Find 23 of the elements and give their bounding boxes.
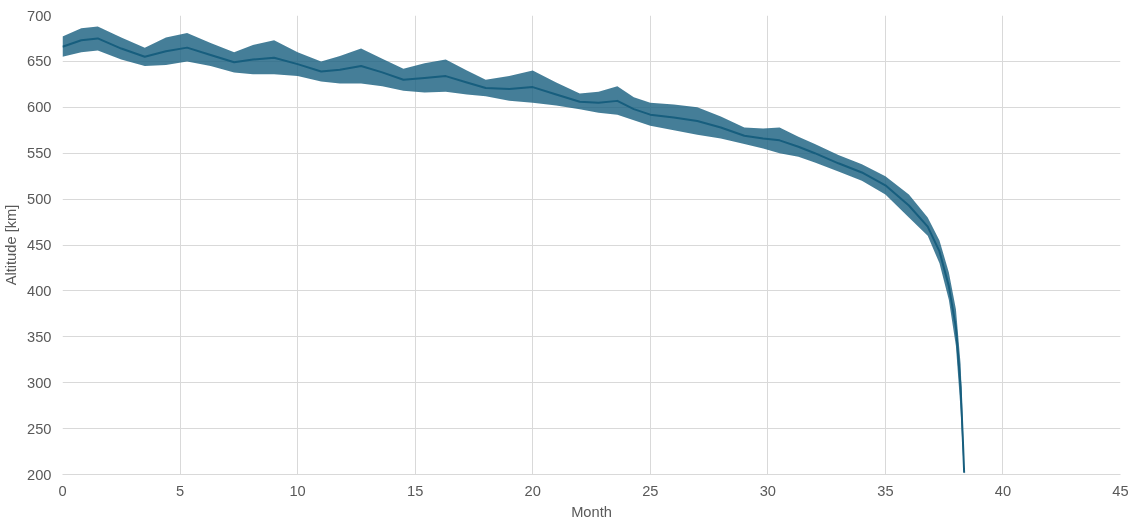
y-tick-label: 350 (27, 328, 52, 345)
x-tick-label: 10 (289, 482, 306, 499)
x-tick-label: 45 (1112, 482, 1129, 499)
y-tick-label: 450 (27, 237, 52, 253)
x-tick-label: 30 (759, 482, 776, 499)
y-tick-label: 400 (27, 282, 52, 299)
x-tick-label: 20 (524, 482, 541, 499)
y-tick-label: 250 (27, 420, 52, 437)
y-tick-label: 500 (27, 191, 52, 208)
x-tick-label: 15 (407, 482, 424, 499)
y-tick-label: 600 (27, 99, 52, 116)
x-tick-label: 40 (994, 482, 1012, 499)
x-tick-label: 0 (58, 482, 67, 499)
y-tick-label: 200 (27, 466, 52, 483)
y-tick-label: 300 (27, 374, 52, 391)
y-tick-label: 550 (27, 145, 52, 162)
x-tick-label: 25 (642, 482, 659, 499)
x-tick-label: 35 (877, 482, 894, 499)
x-axis-title: Month (571, 503, 612, 520)
y-axis-title: Altitude [km] (3, 204, 20, 286)
y-tick-label: 650 (27, 53, 52, 70)
y-tick-label: 700 (27, 7, 52, 24)
x-tick-label: 5 (175, 482, 185, 499)
